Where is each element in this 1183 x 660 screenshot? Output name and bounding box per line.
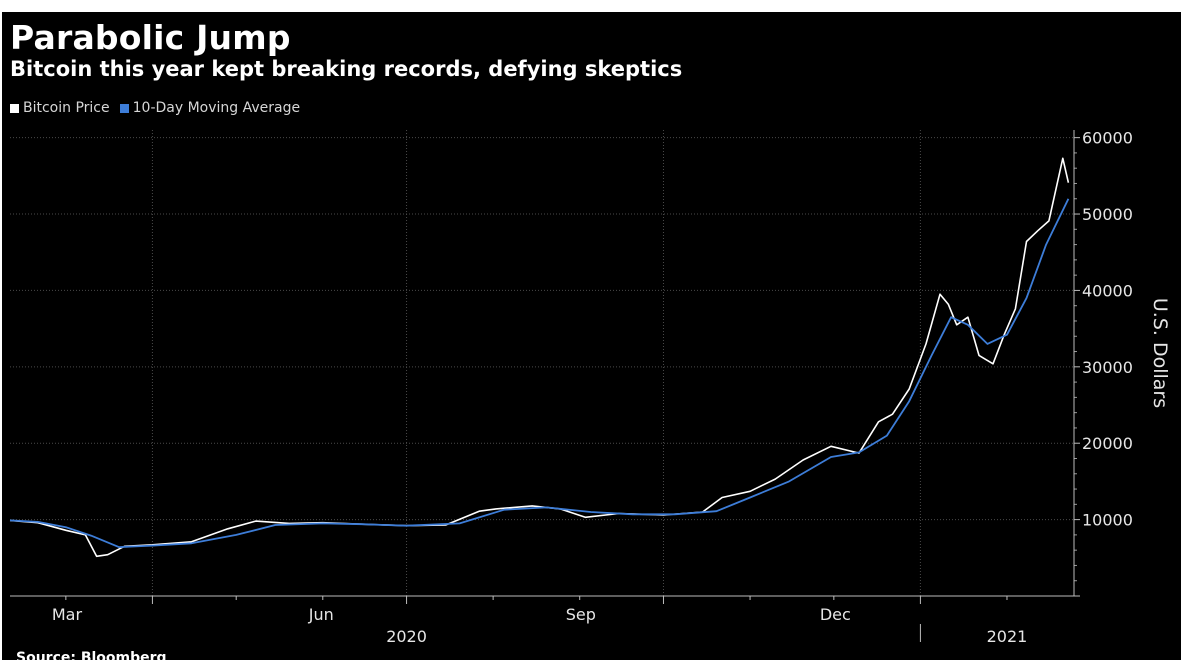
tick-label-y-60000: 60000 <box>1082 129 1133 148</box>
year-label-2020: 2020 <box>386 627 427 646</box>
tick-label-x-jun: Jun <box>308 605 334 624</box>
chart-title: Parabolic Jump <box>10 18 291 57</box>
chart-legend: Bitcoin Price 10-Day Moving Average <box>10 100 310 116</box>
legend-swatch-moving-average <box>119 103 129 113</box>
tick-label-x-sep: Sep <box>566 605 596 624</box>
chart-subtitle: Bitcoin this year kept breaking records,… <box>10 57 683 81</box>
legend-swatch-bitcoin-price <box>10 103 19 113</box>
legend-item-moving-average: 10-Day Moving Average <box>119 100 301 116</box>
legend-label-moving-average: 10-Day Moving Average <box>132 100 301 116</box>
tick-label-x-dec: Dec <box>820 605 851 624</box>
tick-label-y-30000: 30000 <box>1082 358 1133 377</box>
legend-item-bitcoin-price: Bitcoin Price <box>10 100 110 116</box>
y-axis-title: U.S. Dollars <box>1149 298 1171 408</box>
tick-label-y-50000: 50000 <box>1082 205 1133 224</box>
chart-panel: 10000 20000 30000 40000 50000 60000 Mar Jun Sep D… <box>2 12 1181 660</box>
chart-svg: 10000 20000 30000 40000 50000 60000 Mar Jun Sep D… <box>9 129 1171 646</box>
tick-label-y-40000: 40000 <box>1082 281 1133 300</box>
tick-label-y-10000: 10000 <box>1082 511 1133 530</box>
tick-label-x-mar: Mar <box>52 605 83 624</box>
year-label-2021: 2021 <box>987 627 1028 646</box>
source-note: Source: Bloomberg <box>16 650 167 660</box>
series-line-10-day-moving-average <box>9 198 1070 548</box>
series-line-bitcoin-price <box>9 157 1070 558</box>
tick-label-y-20000: 20000 <box>1082 434 1133 453</box>
legend-label-bitcoin-price: Bitcoin Price <box>23 100 110 116</box>
